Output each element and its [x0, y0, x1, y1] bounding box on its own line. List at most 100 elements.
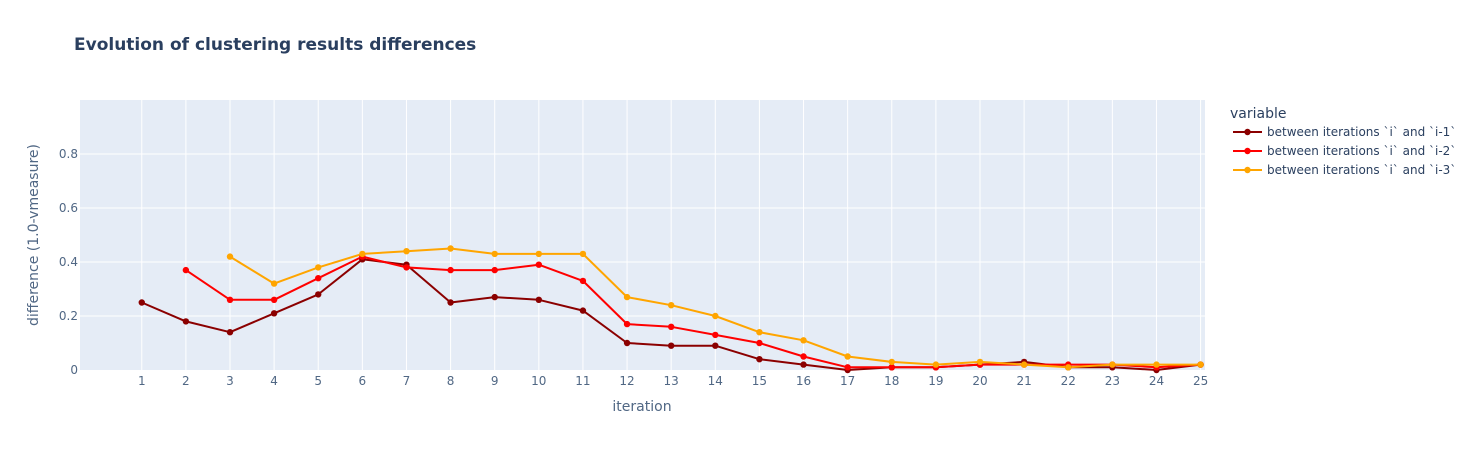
legend-marker-2	[1244, 147, 1251, 155]
data-point-1	[535, 296, 543, 303]
data-point-2	[712, 331, 719, 339]
data-point-3	[844, 353, 851, 360]
data-point-2	[403, 264, 410, 271]
legend: variable between iterations `i` and `i-1…	[1230, 106, 1456, 177]
data-point-1	[491, 293, 498, 301]
x-tick-label: 19	[928, 374, 943, 388]
data-point-3	[1065, 364, 1072, 371]
x-tick-label: 22	[1061, 374, 1076, 388]
data-point-3	[403, 248, 410, 255]
data-point-3	[226, 253, 234, 260]
x-tick-label: 11	[575, 374, 590, 388]
y-tick-label: 0.4	[59, 255, 78, 269]
x-tick-label: 12	[619, 374, 634, 388]
data-point-3	[667, 302, 675, 309]
x-tick-label: 14	[708, 374, 723, 388]
data-point-1	[712, 342, 719, 349]
x-axis-ticks: 1 2 3 4 5 6 7 8 9 10 11 12 13 14 15 16 17 18 19 20 21 22 23 24 2…	[138, 374, 1208, 388]
x-tick-label: 1	[138, 374, 146, 388]
data-point-3	[579, 250, 587, 258]
data-point-3	[623, 293, 631, 301]
x-tick-label: 15	[752, 374, 767, 388]
data-point-1	[579, 307, 587, 314]
data-point-1	[138, 299, 145, 306]
y-axis-title: difference (1.0-vmeasure)	[26, 144, 42, 326]
data-point-2	[270, 296, 278, 303]
x-tick-label: 16	[796, 374, 811, 388]
x-tick-label: 23	[1105, 374, 1120, 388]
data-point-3	[1109, 361, 1116, 368]
data-point-3	[1020, 361, 1028, 368]
data-point-1	[756, 356, 763, 363]
x-tick-label: 20	[972, 374, 987, 388]
chart-title: Evolution of clustering results differen…	[74, 35, 476, 55]
data-point-3	[270, 280, 278, 287]
data-point-1	[315, 291, 322, 298]
y-tick-label: 0	[70, 363, 78, 377]
x-tick-label: 4	[270, 374, 278, 388]
data-point-3	[447, 245, 454, 252]
data-point-3	[535, 250, 543, 258]
legend-marker-1	[1244, 128, 1251, 136]
x-tick-label: 6	[359, 374, 367, 388]
gridlines	[80, 100, 1205, 370]
x-tick-label: 21	[1016, 374, 1031, 388]
data-point-1	[226, 329, 234, 336]
data-point-3	[976, 358, 984, 366]
x-tick-label: 5	[314, 374, 322, 388]
y-tick-label: 0.6	[59, 201, 78, 215]
data-point-3	[491, 250, 498, 258]
data-point-3	[888, 358, 895, 366]
legend-label-3: between iterations `i` and `i-3`	[1267, 163, 1456, 177]
data-point-1	[800, 361, 807, 368]
x-tick-label: 13	[664, 374, 679, 388]
data-point-1	[623, 339, 631, 347]
x-tick-label: 25	[1193, 374, 1208, 388]
x-tick-label: 10	[531, 374, 546, 388]
data-point-2	[844, 364, 851, 371]
data-point-2	[447, 266, 454, 274]
data-point-3	[756, 329, 763, 336]
x-tick-label: 18	[884, 374, 899, 388]
data-point-3	[359, 250, 366, 258]
data-point-3	[1197, 361, 1204, 368]
data-point-3	[800, 337, 807, 344]
x-tick-label: 8	[447, 374, 455, 388]
data-point-2	[535, 261, 543, 268]
data-point-2	[491, 266, 498, 274]
series-points	[138, 245, 1204, 374]
data-point-3	[932, 361, 940, 368]
plot-area	[80, 100, 1205, 370]
data-point-2	[667, 323, 675, 330]
x-axis-title: iteration	[612, 399, 671, 415]
data-point-1	[667, 342, 675, 349]
x-tick-label: 7	[403, 374, 411, 388]
x-tick-label: 2	[182, 374, 190, 388]
legend-label-1: between iterations `i` and `i-1`	[1267, 125, 1456, 139]
data-point-2	[756, 339, 763, 347]
x-tick-label: 9	[491, 374, 499, 388]
x-tick-label: 24	[1149, 374, 1164, 388]
legend-label-2: between iterations `i` and `i-2`	[1267, 144, 1456, 158]
y-tick-label: 0.8	[59, 147, 78, 161]
data-point-2	[888, 364, 895, 371]
x-tick-label: 17	[840, 374, 855, 388]
data-point-1	[182, 318, 190, 325]
data-point-1	[447, 299, 454, 306]
data-point-3	[315, 264, 322, 271]
data-point-2	[315, 275, 322, 282]
data-point-2	[623, 320, 631, 328]
data-point-3	[712, 312, 719, 320]
x-tick-label: 3	[226, 374, 234, 388]
data-point-2	[182, 266, 190, 274]
data-point-1	[270, 310, 278, 317]
data-point-2	[226, 296, 234, 303]
data-point-3	[1153, 361, 1160, 368]
legend-title: variable	[1230, 106, 1286, 122]
legend-items: between iterations `i` and `i-1` between …	[1233, 125, 1456, 177]
y-axis-ticks: 0 0.2 0.4 0.6 0.8	[59, 147, 78, 377]
data-point-2	[579, 277, 587, 285]
y-tick-label: 0.2	[59, 309, 78, 323]
data-point-2	[800, 353, 807, 360]
